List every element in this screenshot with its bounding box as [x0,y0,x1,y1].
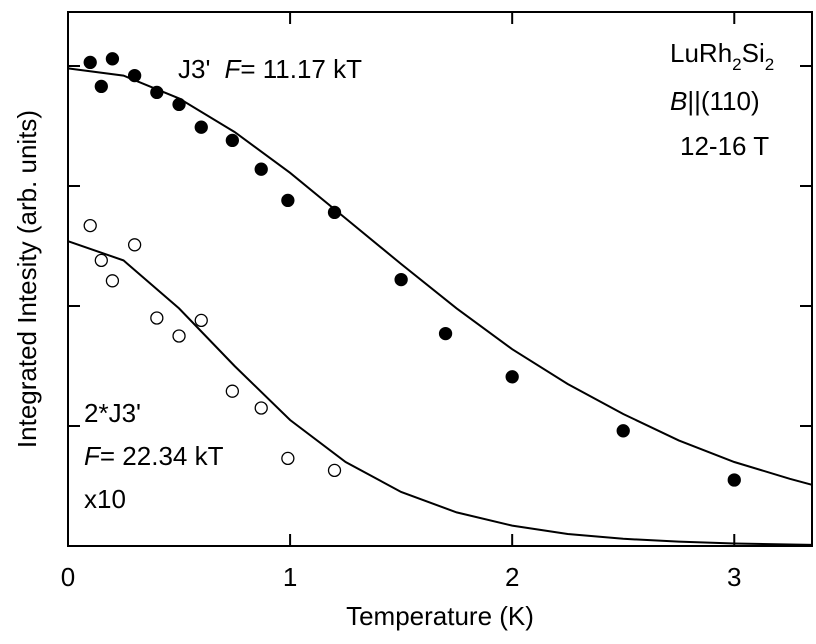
x-axis-title: Temperature (K) [346,601,534,631]
plot-frame [67,11,813,547]
data-point [281,451,295,466]
annotation-text: 2 [732,55,741,74]
fit-line [67,240,813,546]
data-point [438,326,453,341]
annotation-text: F [84,441,102,471]
annotation-text: = 11.17 kT [240,54,362,84]
data-point [194,120,208,134]
annotation-text: 2 [765,55,774,74]
x-tick-label: 2 [505,562,519,592]
data-point [281,193,295,208]
annotation-text: B [670,86,687,116]
annotation-text: LuRh [670,38,732,68]
x-tick-label: 0 [61,562,75,592]
annotation-text: Si [742,38,765,68]
data-point [94,79,108,94]
annotation-text: J3' [178,54,210,84]
annotation-text: F [224,54,242,84]
y-axis-title: Integrated Intesity (arb. units) [12,110,42,448]
data-point [127,238,142,252]
annotation: LuRh2Si2 [670,38,774,74]
data-point [194,313,208,328]
data-point [254,401,268,415]
data-point [394,272,408,287]
data-point [94,253,108,268]
data-point [105,52,120,66]
annotation-text: ||(110) [687,86,759,116]
data-point [83,55,97,70]
data-point [83,218,97,233]
annotation: F= 22.34 kT [84,441,224,471]
annotation-text: = 22.34 kT [100,441,224,471]
annotation: x10 [84,484,126,514]
data-point [172,329,186,343]
annotation: 12-16 T [680,131,769,161]
annotation: 2*J3' [84,398,141,428]
x-tick-label: 3 [727,562,741,592]
data-point [225,384,239,398]
fit-line [67,67,813,486]
data-point [327,205,342,220]
data-point [727,473,741,487]
data-point [505,370,519,384]
data-point [616,424,630,438]
data-point [105,274,120,288]
data-point [150,311,164,325]
data-point [327,463,342,478]
data-point [254,162,268,176]
annotation: J3' F= 11.17 kT [178,54,362,84]
annotation: B||(110) [670,86,760,116]
data-point [225,133,239,148]
x-tick-label: 1 [283,562,297,592]
